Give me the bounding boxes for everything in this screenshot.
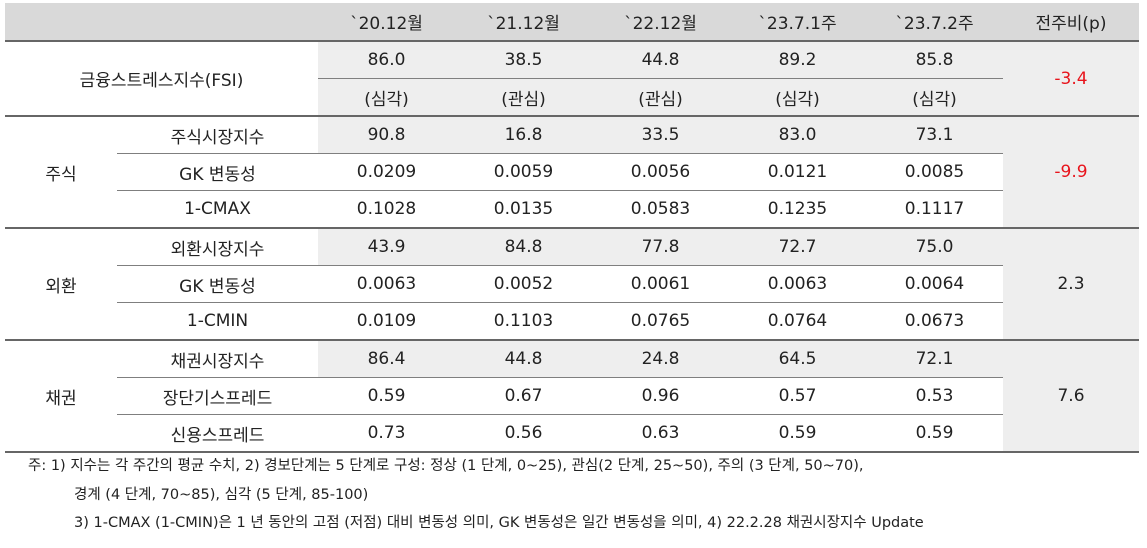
row-label: GK 변동성 <box>117 153 318 191</box>
cell-value: 0.1235 <box>729 190 866 229</box>
fsi-value: 85.8 <box>866 41 1003 79</box>
cell-value: 83.0 <box>729 116 866 154</box>
cell-value: 0.53 <box>866 377 1003 415</box>
group-change-stock: -9.9 <box>1003 116 1139 229</box>
cell-value: 0.0121 <box>729 153 866 191</box>
group-label-stock: 주식 <box>5 116 117 229</box>
row-label: 신용스프레드 <box>117 414 318 453</box>
fsi-change: -3.4 <box>1003 41 1139 117</box>
fsi-value: 44.8 <box>592 41 729 79</box>
header-col-2012: `20.12월 <box>318 3 455 42</box>
cell-value: 0.67 <box>455 377 592 415</box>
header-col-2371: `23.7.1주 <box>729 3 866 42</box>
cell-value: 0.0061 <box>592 265 729 303</box>
cell-value: 0.0059 <box>455 153 592 191</box>
cell-value: 0.59 <box>729 414 866 453</box>
cell-value: 90.8 <box>318 116 455 154</box>
cell-value: 0.0063 <box>318 265 455 303</box>
cell-value: 0.96 <box>592 377 729 415</box>
cell-value: 0.57 <box>729 377 866 415</box>
fsi-level: (심각) <box>729 78 866 117</box>
header-corner <box>5 3 318 42</box>
cell-value: 0.59 <box>866 414 1003 453</box>
cell-value: 0.0064 <box>866 265 1003 303</box>
cell-value: 0.1117 <box>866 190 1003 229</box>
fx-row-cmin: 1-CMIN 0.0109 0.1103 0.0765 0.0764 0.067… <box>5 302 1139 341</box>
cell-value: 0.1028 <box>318 190 455 229</box>
fsi-table: `20.12월 `21.12월 `22.12월 `23.7.1주 `23.7.2… <box>5 3 1139 453</box>
footnote-line-1: 주: 1) 지수는 각 주간의 평균 수치, 2) 경보단계는 5 단계로 구성… <box>28 458 864 474</box>
header-col-change: 전주비(p) <box>1003 3 1139 42</box>
cell-value: 0.0583 <box>592 190 729 229</box>
cell-value: 16.8 <box>455 116 592 154</box>
row-label: 1-CMIN <box>117 302 318 341</box>
row-label: 주식시장지수 <box>117 116 318 154</box>
cell-value: 77.8 <box>592 228 729 266</box>
fx-row-index: 외환 외환시장지수 43.9 84.8 77.8 72.7 75.0 2.3 <box>5 228 1139 341</box>
stock-row-cmax: 1-CMAX 0.1028 0.0135 0.0583 0.1235 0.111… <box>5 190 1139 229</box>
cell-value: 0.0209 <box>318 153 455 191</box>
cell-value: 86.4 <box>318 340 455 378</box>
fsi-level: (관심) <box>592 78 729 117</box>
row-label: 1-CMAX <box>117 190 318 229</box>
fsi-level: (심각) <box>866 78 1003 117</box>
header-col-2372: `23.7.2주 <box>866 3 1003 42</box>
cell-value: 64.5 <box>729 340 866 378</box>
cell-value: 0.0764 <box>729 302 866 341</box>
fsi-label: 금융스트레스지수(FSI) <box>5 41 318 117</box>
fsi-value: 86.0 <box>318 41 455 79</box>
footnotes: 주: 1) 지수는 각 주간의 평균 수치, 2) 경보단계는 5 단계로 구성… <box>28 452 1138 538</box>
cell-value: 43.9 <box>318 228 455 266</box>
fsi-level: (관심) <box>455 78 592 117</box>
footnote-line-3: 3) 1-CMAX (1-CMIN)은 1 년 동안의 고점 (저점) 대비 변… <box>74 515 924 531</box>
cell-value: 0.59 <box>318 377 455 415</box>
footnote-line-2: 경계 (4 단계, 70~85), 심각 (5 단계, 85-100) <box>74 486 369 503</box>
cell-value: 24.8 <box>592 340 729 378</box>
cell-value: 72.7 <box>729 228 866 266</box>
cell-value: 0.0673 <box>866 302 1003 341</box>
fsi-value-row: 금융스트레스지수(FSI) 86.0 38.5 44.8 89.2 85.8 -… <box>5 41 1139 117</box>
cell-value: 0.1103 <box>455 302 592 341</box>
cell-value: 0.0765 <box>592 302 729 341</box>
fsi-level: (심각) <box>318 78 455 117</box>
stock-row-gk: GK 변동성 0.0209 0.0059 0.0056 0.0121 0.008… <box>5 153 1139 191</box>
cell-value: 73.1 <box>866 116 1003 154</box>
row-label: GK 변동성 <box>117 265 318 303</box>
fsi-value: 89.2 <box>729 41 866 79</box>
cell-value: 0.0085 <box>866 153 1003 191</box>
header-col-2212: `22.12월 <box>592 3 729 42</box>
cell-value: 84.8 <box>455 228 592 266</box>
stock-row-index: 주식 주식시장지수 90.8 16.8 33.5 83.0 73.1 -9.9 <box>5 116 1139 229</box>
cell-value: 0.0109 <box>318 302 455 341</box>
row-label: 채권시장지수 <box>117 340 318 378</box>
group-label-fx: 외환 <box>5 228 117 341</box>
cell-value: 0.0135 <box>455 190 592 229</box>
cell-value: 75.0 <box>866 228 1003 266</box>
cell-value: 0.0063 <box>729 265 866 303</box>
row-label: 장단기스프레드 <box>117 377 318 415</box>
fsi-value: 38.5 <box>455 41 592 79</box>
row-label: 외환시장지수 <box>117 228 318 266</box>
header-row: `20.12월 `21.12월 `22.12월 `23.7.1주 `23.7.2… <box>5 3 1139 42</box>
bond-row-credit-spread: 신용스프레드 0.73 0.56 0.63 0.59 0.59 <box>5 414 1139 453</box>
cell-value: 0.0052 <box>455 265 592 303</box>
cell-value: 0.73 <box>318 414 455 453</box>
cell-value: 72.1 <box>866 340 1003 378</box>
fsi-level-row: (심각) (관심) (관심) (심각) (심각) <box>5 78 1139 117</box>
cell-value: 0.56 <box>455 414 592 453</box>
fx-row-gk: GK 변동성 0.0063 0.0052 0.0061 0.0063 0.006… <box>5 265 1139 303</box>
bond-row-term-spread: 장단기스프레드 0.59 0.67 0.96 0.57 0.53 <box>5 377 1139 415</box>
cell-value: 0.63 <box>592 414 729 453</box>
group-change-fx: 2.3 <box>1003 228 1139 341</box>
cell-value: 0.0056 <box>592 153 729 191</box>
bond-row-index: 채권 채권시장지수 86.4 44.8 24.8 64.5 72.1 7.6 <box>5 340 1139 453</box>
cell-value: 33.5 <box>592 116 729 154</box>
header-col-2112: `21.12월 <box>455 3 592 42</box>
cell-value: 44.8 <box>455 340 592 378</box>
group-change-bond: 7.6 <box>1003 340 1139 453</box>
group-label-bond: 채권 <box>5 340 117 453</box>
